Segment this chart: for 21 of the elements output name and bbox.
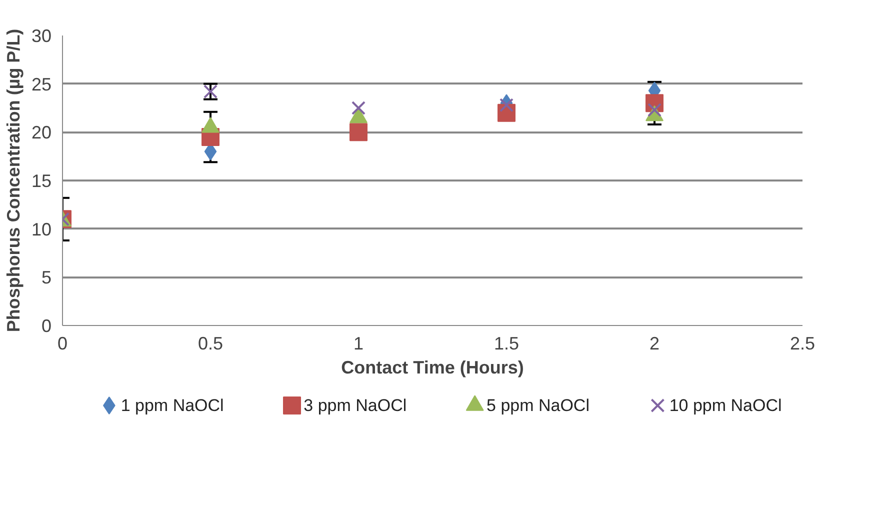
y-tick-label: 20 [31,122,52,143]
legend-label: 10 ppm NaOCl [669,396,782,415]
x-tick-label: 0.5 [198,334,224,354]
point [350,123,368,142]
x-tick-label: 2.5 [790,334,816,354]
y-axis-title: Phosphorus Concentration (µg P/L) [3,28,24,332]
y-tick-label: 25 [31,74,52,94]
legend-label: 1 ppm NaOCl [120,396,224,415]
point [351,100,366,116]
x-axis-title: Contact Time (Hours) [341,358,524,378]
legend-label: 5 ppm NaOCl [486,396,590,415]
x-tick-label: 1.5 [494,334,520,354]
x-tick-label: 2 [649,334,660,354]
y-tick-label: 15 [31,171,52,191]
y-tick-label: 30 [31,26,52,46]
x-tick-label: 1 [353,334,364,354]
x-tick-label: 0 [57,334,68,354]
y-tick-label: 5 [41,268,52,288]
y-tick-label: 10 [31,219,52,240]
y-tick-label: 0 [41,316,52,336]
legend-label: 3 ppm NaOCl [304,396,407,415]
